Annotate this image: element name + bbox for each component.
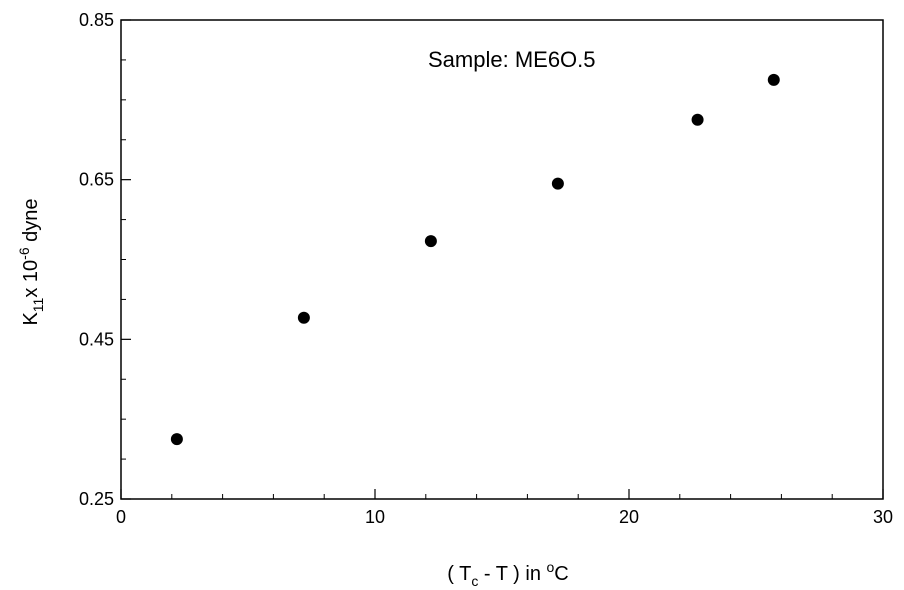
y-tick-label: 0.25 xyxy=(79,489,114,509)
data-point xyxy=(170,433,183,446)
sample-annotation: Sample: ME6O.5 xyxy=(428,47,596,72)
y-tick-labels: 0.25 0.45 0.65 0.85 xyxy=(79,10,114,509)
y-axis-title-sup: -6 xyxy=(16,247,32,260)
y-axis-title: K11x 10-6 dyne xyxy=(16,198,46,325)
x-axis-title: ( Tc - T ) in oC xyxy=(447,559,569,589)
data-point xyxy=(767,73,780,86)
x-tick-labels: 0 10 20 30 xyxy=(116,507,893,527)
y-tick-label: 0.45 xyxy=(79,329,114,349)
data-point xyxy=(551,177,564,190)
x-tick-label: 30 xyxy=(873,507,893,527)
data-point xyxy=(297,311,310,324)
y-axis-title-unit: dyne xyxy=(20,198,42,247)
x-tick-label: 10 xyxy=(365,507,385,527)
x-axis-title-open: ( T xyxy=(447,563,471,585)
x-tick-label: 0 xyxy=(116,507,126,527)
data-point xyxy=(691,113,704,126)
x-axis-title-unit: C xyxy=(554,563,568,585)
x-axis-title-mid: - T ) in xyxy=(478,563,546,585)
y-axis-title-sub: 11 xyxy=(30,297,46,312)
minor-ticks xyxy=(121,59,833,499)
data-point xyxy=(424,235,437,248)
y-axis-title-base: K xyxy=(20,312,42,326)
x-axis-title-sub: c xyxy=(471,573,478,589)
y-tick-label: 0.85 xyxy=(79,10,114,30)
plot-frame xyxy=(120,19,884,500)
y-tick-label: 0.65 xyxy=(79,170,114,190)
x-axis-title-sup: o xyxy=(547,559,555,575)
x-tick-label: 20 xyxy=(619,507,639,527)
y-axis-title-mid: x 10 xyxy=(20,260,42,298)
major-ticks xyxy=(120,19,884,500)
data-points xyxy=(170,73,780,446)
